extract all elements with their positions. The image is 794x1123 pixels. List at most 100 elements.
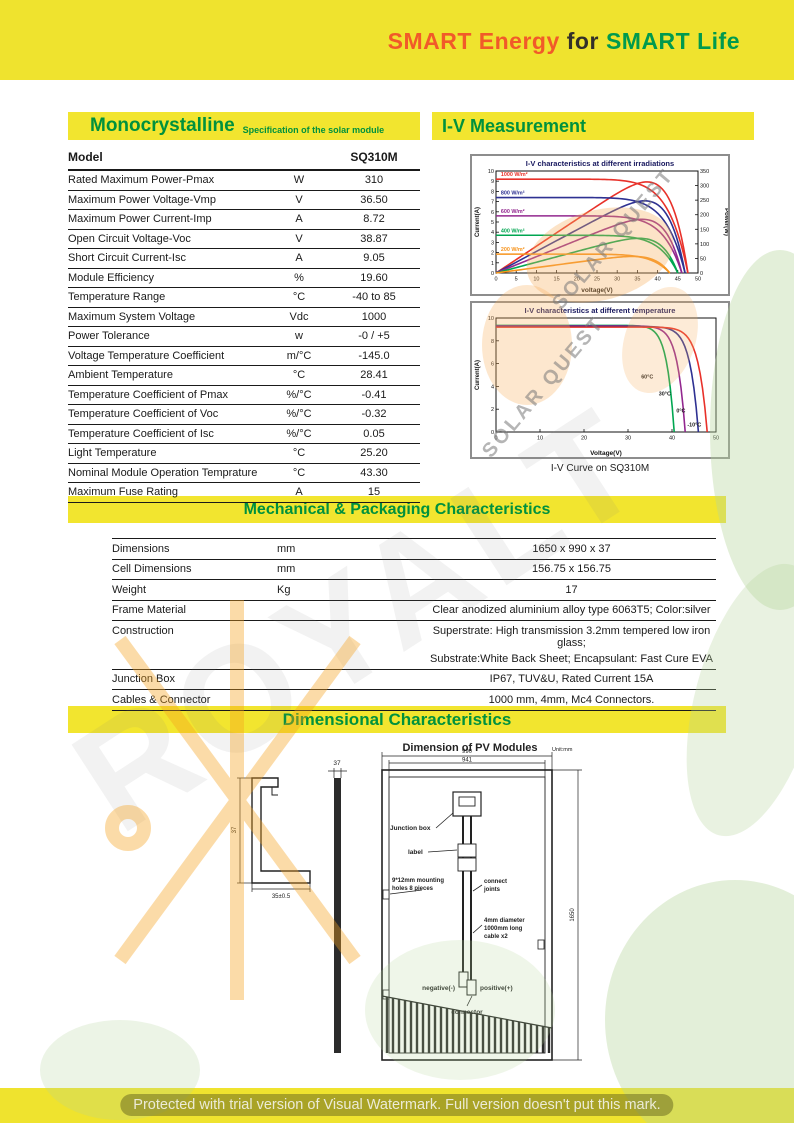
mech-table-row: Junction Box IP67, TUV&U, Rated Current 1… <box>112 670 716 690</box>
spec-row-label: Temperature Coefficient of Voc <box>68 408 219 420</box>
mech-row-value: 1650 x 990 x 37 <box>532 542 611 555</box>
dim-thickness-label: 37 <box>333 760 341 767</box>
svg-text:7: 7 <box>491 200 494 206</box>
spec-table-row: Module Efficiency% 19.60 <box>68 269 420 288</box>
svg-text:35: 35 <box>634 277 640 283</box>
mech-table-row: Construction Superstrate: High transmissi… <box>112 621 716 670</box>
mech-row-label: Cell Dimensions <box>112 563 192 575</box>
spec-header-value: SQ310M <box>350 150 398 164</box>
iv-irradiation-chart: I-V characteristics at different irradia… <box>470 154 730 296</box>
mono-title: Monocrystalline <box>90 115 235 136</box>
mech-row-label: Frame Material <box>112 604 186 616</box>
spec-row-unit: A <box>295 486 303 498</box>
svg-text:60°C: 60°C <box>641 374 653 380</box>
spec-row-value: -40 to 85 <box>352 291 396 303</box>
spec-table-row: Ambient Temperature °C 28.41 <box>68 366 420 386</box>
spec-table-row: Maximum Fuse Rating A 15 <box>68 483 420 503</box>
svg-text:200 W/m²: 200 W/m² <box>501 247 525 253</box>
spec-row-unit: W <box>293 174 305 186</box>
mech-row-unit <box>277 604 427 616</box>
svg-text:9: 9 <box>491 179 494 185</box>
svg-text:800 W/m²: 800 W/m² <box>501 191 525 197</box>
svg-text:50: 50 <box>700 256 706 262</box>
cable-spec-label-1: 4mm diameter <box>484 918 525 924</box>
spec-row-label: Rated Maximum Power-Pmax <box>68 174 215 186</box>
spec-row-value: 15 <box>367 486 381 498</box>
svg-text:1: 1 <box>491 261 494 267</box>
mech-row-unit <box>277 694 427 706</box>
svg-text:2: 2 <box>491 407 494 413</box>
spec-row-label: Module Efficiency <box>68 271 155 284</box>
spec-table-header: Model SQ310M <box>68 146 420 171</box>
spec-row-unit: w <box>295 330 303 342</box>
spec-row-label: Maximum Power Current-Imp <box>68 213 212 225</box>
svg-text:25: 25 <box>594 277 600 283</box>
section-monocrystalline-header: Monocrystalline Specification of the sol… <box>68 112 420 140</box>
section-iv-measurement-header: I-V Measurement <box>432 112 754 140</box>
spec-row-value: -0 / +5 <box>358 330 390 342</box>
spec-row-value: 19.60 <box>360 271 388 284</box>
spec-row-unit: °C <box>292 466 306 479</box>
trial-watermark-notice: Protected with trial version of Visual W… <box>120 1094 674 1116</box>
svg-text:40: 40 <box>669 436 675 442</box>
cable-tag-label: label <box>408 849 423 856</box>
spec-row-unit: A <box>295 252 303 264</box>
mech-row-value: Clear anodized aluminium alloy type 6063… <box>432 604 711 616</box>
module-front-view <box>381 752 582 1061</box>
mech-row-unit: mm <box>277 563 296 575</box>
svg-text:0: 0 <box>700 271 703 277</box>
mechanical-table: Dimensions mm 1650 x 990 x 37 Cell Dimensio… <box>112 538 716 711</box>
svg-text:6: 6 <box>491 362 494 368</box>
mech-row-unit: Kg <box>277 583 291 596</box>
spec-header-unit <box>270 150 328 164</box>
connect-label-2: joints <box>483 887 501 893</box>
svg-text:8: 8 <box>491 189 494 195</box>
mech-row-label: Dimensions <box>112 542 170 555</box>
spec-row-value: 310 <box>364 174 384 186</box>
svg-text:30: 30 <box>614 277 620 283</box>
spec-row-value: -0.32 <box>361 408 387 420</box>
banner-smart-life: SMART Life <box>605 28 740 54</box>
spec-table-row: Maximum System Voltage Vdc 1000 <box>68 308 420 327</box>
mech-table-row: Cables & Connector 1000 mm, 4mm, Mc4 Conn… <box>112 690 716 711</box>
svg-text:I-V characteristics at differe: I-V characteristics at different tempera… <box>525 306 676 315</box>
spec-header-model: Model <box>68 150 103 164</box>
svg-text:6: 6 <box>491 210 494 216</box>
spec-table-row: Power Tolerance w -0 / +5 <box>68 327 420 347</box>
drawing-unit-note: Unit:mm <box>552 747 573 753</box>
dim-frame-height-label: 37 <box>232 826 238 833</box>
svg-text:45: 45 <box>675 277 681 283</box>
mech-row-label: Weight <box>112 583 147 596</box>
spec-table-row: Short Circuit Current-Isc A 9.05 <box>68 249 420 269</box>
svg-text:Voltage(V): Voltage(V) <box>590 450 622 457</box>
svg-text:250: 250 <box>700 198 709 204</box>
spec-table-body: Rated Maximum Power-Pmax W 310 Maximum Powe… <box>68 171 420 503</box>
spec-table-row: Temperature Coefficient of Pmax %/°C -0.41 <box>68 386 420 405</box>
dim-title: Dimensional Characteristics <box>282 709 512 729</box>
spec-row-label: Nominal Module Operation Temprature <box>68 466 258 479</box>
top-yellow-band <box>0 0 794 80</box>
svg-text:Current(A): Current(A) <box>475 360 481 390</box>
mech-row-value: 17 <box>565 583 578 596</box>
section-mechanical-header: Mechanical & Packaging Characteristics <box>68 496 726 523</box>
mech-table-row: Frame Material Clear anodized aluminium a… <box>112 601 716 621</box>
spec-row-value: 43.30 <box>360 466 388 479</box>
svg-text:150: 150 <box>700 227 709 233</box>
svg-text:5: 5 <box>491 220 494 226</box>
svg-text:50: 50 <box>713 436 719 442</box>
spec-row-unit: °C <box>292 291 306 303</box>
dim-width-outer-label: 990 <box>462 749 473 755</box>
spec-row-label: Ambient Temperature <box>68 369 173 381</box>
svg-text:10: 10 <box>488 169 494 175</box>
spec-table-row: Maximum Power Voltage-Vmp V 36.50 <box>68 191 420 210</box>
spec-row-unit: °C <box>292 369 306 381</box>
mech-row-unit <box>277 673 427 685</box>
spec-row-unit: %/°C <box>286 388 312 401</box>
spec-row-unit: % <box>294 271 304 284</box>
mech-table-row: Cell Dimensions mm 156.75 x 156.75 <box>112 560 716 580</box>
spec-table-row: Open Circuit Voltage-Voc V 38.87 <box>68 230 420 249</box>
spec-row-value: 36.50 <box>360 193 388 206</box>
spec-row-value: 25.20 <box>360 447 388 459</box>
svg-text:50: 50 <box>695 277 701 283</box>
